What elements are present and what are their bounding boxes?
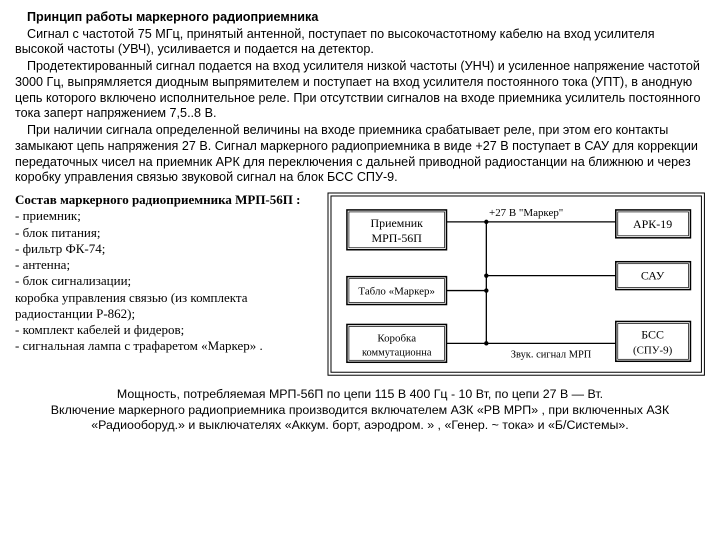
korobka-label-1: Коробка [377,332,416,344]
list-item: - блок питания; [15,225,319,241]
bottom-wire-label: Звук. сигнал МРП [510,349,591,360]
list-item: - сигнальная лампа с трафаретом «Маркер»… [15,338,319,354]
bss-label-2: (СПУ-9) [633,344,673,356]
title-text: Принцип работы маркерного радиоприемника [27,10,318,24]
paragraph-1: Сигнал с частотой 75 МГц, принятый антен… [15,27,705,58]
bss-label-1: БСС [641,327,664,341]
composition-list: Состав маркерного радиоприемника МРП-56П… [15,192,319,381]
top-wire-label: +27 В "Маркер" [489,207,563,219]
list-item: - блок сигнализации; [15,273,319,289]
middle-section: Состав маркерного радиоприемника МРП-56П… [15,192,705,381]
list-item: - приемник; [15,208,319,224]
korobka-label-2: коммутационна [362,347,432,358]
footer-line-1: Мощность, потребляемая МРП-56П по цепи 1… [15,387,705,403]
footer-line-2: Включение маркерного радиоприемника прои… [15,403,705,434]
receiver-label-1: Приемник [370,216,423,230]
list-item: - комплект кабелей и фидеров; [15,322,319,338]
paragraph-2: Продетектированный сигнал подается на вх… [15,59,705,122]
footer: Мощность, потребляемая МРП-56П по цепи 1… [15,387,705,434]
list-title: Состав маркерного радиоприемника МРП-56П… [15,192,319,208]
list-item: коробка управления связью (из комплекта … [15,290,319,323]
diagram-svg: Приемник МРП-56П Табло «Маркер» Коробка … [327,192,705,376]
block-diagram: Приемник МРП-56П Табло «Маркер» Коробка … [327,192,705,381]
list-item: - антенна; [15,257,319,273]
sau-label: САУ [641,269,665,283]
receiver-label-2: МРП-56П [371,231,422,245]
list-item: - фильтр ФК-74; [15,241,319,257]
paragraph-3: При наличии сигнала определенной величин… [15,123,705,186]
title: Принцип работы маркерного радиоприемника [15,10,705,26]
ark-label: АРК-19 [633,217,672,231]
tablo-label: Табло «Маркер» [358,286,435,298]
